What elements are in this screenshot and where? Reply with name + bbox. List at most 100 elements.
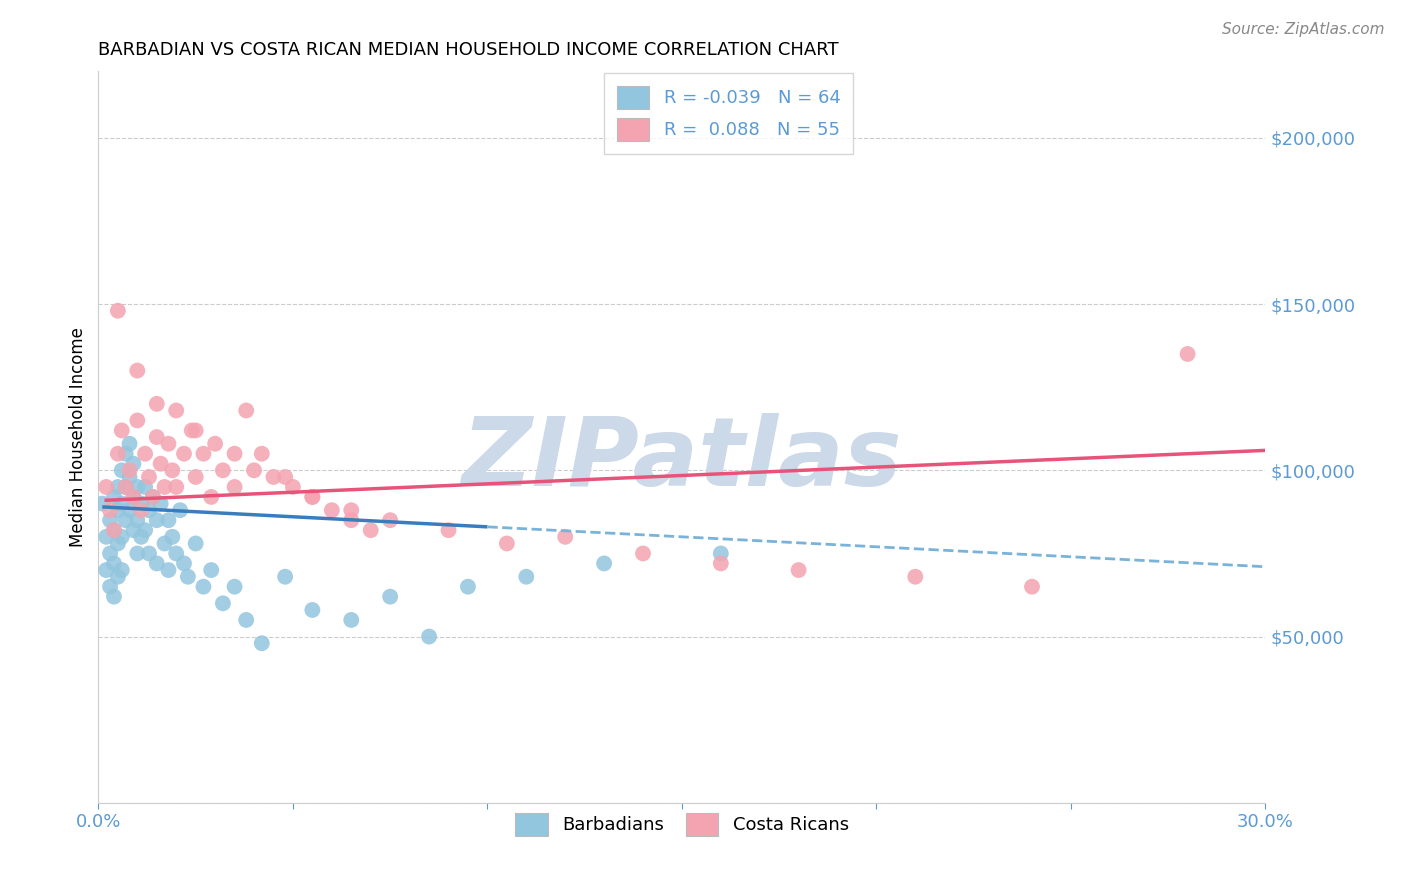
Point — [301, 603, 323, 617]
Point — [114, 480, 136, 494]
Point — [301, 490, 323, 504]
Point — [193, 580, 215, 594]
Point — [138, 470, 160, 484]
Point — [98, 503, 121, 517]
Point — [127, 413, 149, 427]
Point — [127, 546, 149, 560]
Point — [200, 490, 222, 504]
Point — [184, 470, 207, 484]
Point — [418, 630, 440, 644]
Point — [118, 463, 141, 477]
Point — [98, 580, 121, 594]
Point — [157, 563, 180, 577]
Point — [129, 530, 152, 544]
Point — [127, 513, 149, 527]
Point — [118, 503, 141, 517]
Point — [224, 447, 246, 461]
Point — [235, 403, 257, 417]
Point — [710, 557, 733, 571]
Point — [146, 430, 169, 444]
Point — [165, 546, 187, 560]
Point — [184, 536, 207, 550]
Point — [212, 596, 235, 610]
Point — [262, 470, 284, 484]
Point — [129, 497, 152, 511]
Point — [111, 563, 134, 577]
Point — [114, 513, 136, 527]
Point — [122, 490, 145, 504]
Point — [340, 613, 363, 627]
Point — [380, 590, 402, 604]
Point — [250, 447, 273, 461]
Point — [146, 557, 169, 571]
Point — [103, 523, 125, 537]
Point — [340, 513, 363, 527]
Point — [153, 480, 176, 494]
Point — [321, 503, 343, 517]
Point — [118, 436, 141, 450]
Point — [142, 490, 165, 504]
Point — [107, 480, 129, 494]
Point — [593, 557, 616, 571]
Text: ZIPatlas: ZIPatlas — [461, 412, 903, 506]
Point — [180, 424, 202, 438]
Point — [250, 636, 273, 650]
Point — [340, 503, 363, 517]
Point — [173, 557, 195, 571]
Point — [96, 480, 118, 494]
Point — [1021, 580, 1043, 594]
Point — [177, 570, 200, 584]
Point — [169, 503, 191, 517]
Point — [360, 523, 382, 537]
Point — [301, 490, 323, 504]
Point — [127, 480, 149, 494]
Point — [457, 580, 479, 594]
Point — [184, 424, 207, 438]
Point — [96, 530, 118, 544]
Point — [554, 530, 576, 544]
Point — [787, 563, 810, 577]
Point — [127, 363, 149, 377]
Point — [437, 523, 460, 537]
Point — [193, 447, 215, 461]
Point — [138, 546, 160, 560]
Point — [107, 447, 129, 461]
Point — [134, 523, 156, 537]
Point — [103, 523, 125, 537]
Point — [103, 590, 125, 604]
Point — [204, 436, 226, 450]
Point — [114, 447, 136, 461]
Point — [111, 497, 134, 511]
Point — [224, 580, 246, 594]
Point — [149, 497, 172, 511]
Point — [118, 470, 141, 484]
Point — [91, 497, 114, 511]
Point — [380, 513, 402, 527]
Point — [103, 557, 125, 571]
Point — [243, 463, 266, 477]
Point — [146, 397, 169, 411]
Point — [111, 424, 134, 438]
Point — [1177, 347, 1199, 361]
Point — [114, 480, 136, 494]
Y-axis label: Median Household Income: Median Household Income — [69, 327, 87, 547]
Point — [111, 530, 134, 544]
Point — [111, 463, 134, 477]
Point — [274, 570, 297, 584]
Point — [98, 513, 121, 527]
Point — [157, 513, 180, 527]
Point — [235, 613, 257, 627]
Point — [96, 563, 118, 577]
Point — [631, 546, 654, 560]
Point — [122, 490, 145, 504]
Point — [103, 490, 125, 504]
Point — [157, 436, 180, 450]
Point — [138, 503, 160, 517]
Point — [146, 513, 169, 527]
Point — [107, 536, 129, 550]
Point — [212, 463, 235, 477]
Point — [165, 480, 187, 494]
Point — [107, 303, 129, 318]
Point — [149, 457, 172, 471]
Point — [274, 470, 297, 484]
